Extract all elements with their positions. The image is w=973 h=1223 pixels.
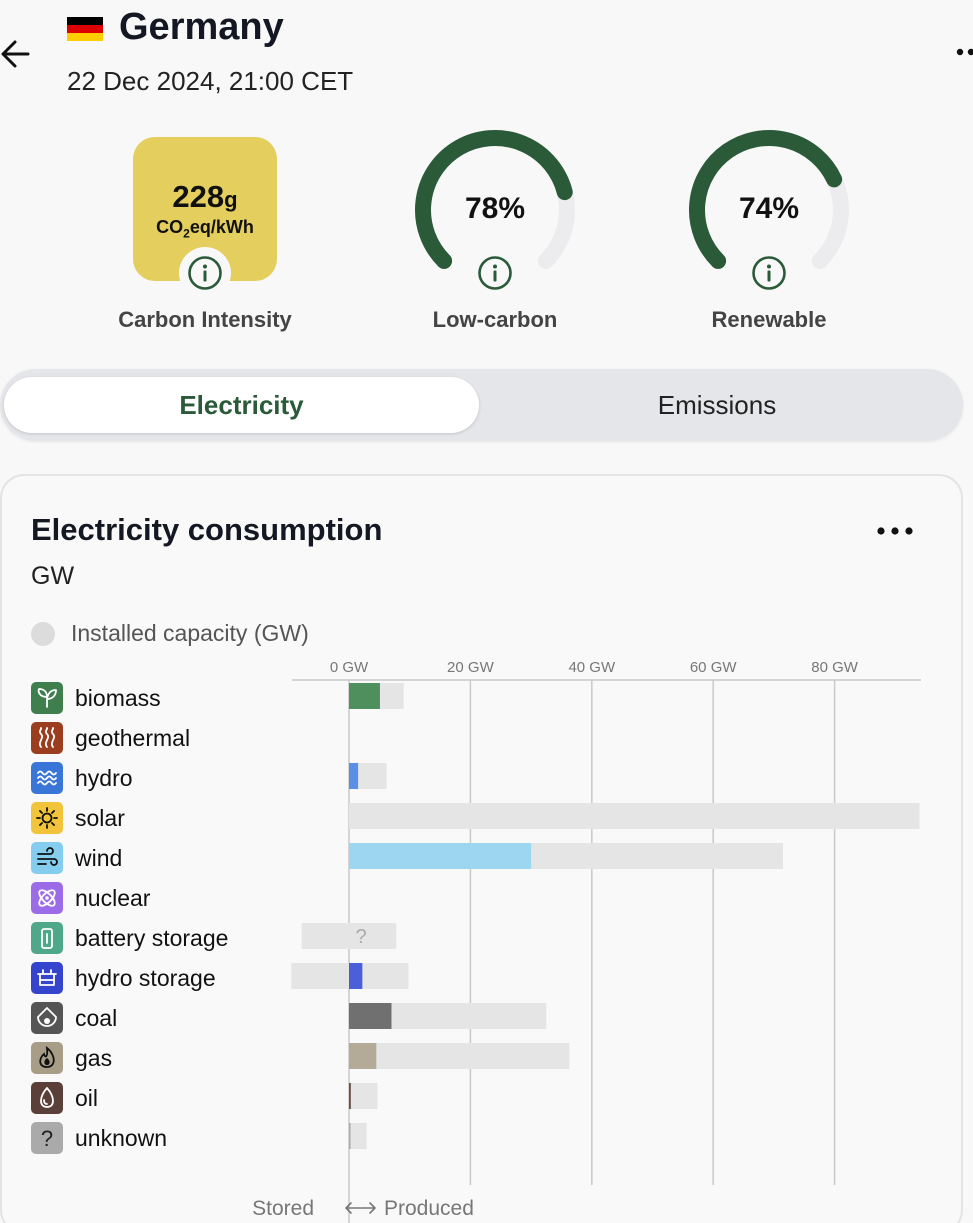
germany-flag-icon <box>67 17 103 41</box>
chart-row-unknown[interactable]: ? unknown <box>31 1122 367 1154</box>
chart-row-gas[interactable]: gas <box>31 1042 570 1074</box>
renewable-gauge-fill <box>689 130 843 269</box>
consumption-bar-chart: 0 GW 20 GW 40 GW 60 GW 80 GW biomass geotherma… <box>31 659 921 1223</box>
panel-unit: GW <box>31 562 75 590</box>
row-label: geothermal <box>75 725 190 751</box>
produced-bar <box>349 683 380 709</box>
carbon-intensity-info-button[interactable] <box>179 247 231 299</box>
heat-icon <box>31 722 63 754</box>
info-icon <box>478 256 512 290</box>
chart-row-oil[interactable]: oil <box>31 1082 378 1114</box>
row-label: nuclear <box>75 885 151 911</box>
arrow-right-icon <box>360 1202 376 1214</box>
produced-bar <box>349 843 532 869</box>
x-tick-label: 80 GW <box>811 659 859 676</box>
arrow-left-icon <box>345 1202 361 1214</box>
waves-icon <box>31 762 63 794</box>
storage-capacity-bar <box>291 963 349 989</box>
low-carbon-value: 78% <box>464 192 526 225</box>
panel-more-options-icon[interactable] <box>875 524 915 538</box>
capacity-bar <box>349 1043 570 1069</box>
coal-icon <box>31 1002 63 1034</box>
more-options-icon[interactable] <box>952 42 973 62</box>
chart-row-solar[interactable]: solar <box>31 802 920 834</box>
flame-icon <box>31 1042 63 1074</box>
installed-capacity-legend-label: Installed capacity (GW) <box>71 620 309 646</box>
carbon-intensity-label: Carbon Intensity <box>118 307 292 332</box>
capacity-bar <box>349 923 397 949</box>
panel-title: Electricity consumption <box>31 512 383 547</box>
capacity-bar <box>349 1123 367 1149</box>
low-carbon-gauge-fill <box>415 130 573 269</box>
chart-row-battery-storage[interactable]: battery storage? <box>31 922 397 954</box>
row-label: battery storage <box>75 925 228 951</box>
question-icon: ? <box>31 1122 63 1154</box>
svg-text:?: ? <box>41 1126 53 1151</box>
low-carbon-label: Low-carbon <box>432 307 558 332</box>
x-tick-label: 0 GW <box>330 659 369 676</box>
row-label: solar <box>75 805 125 831</box>
mode-tabs: Electricity Emissions <box>0 369 963 441</box>
row-label: gas <box>75 1045 112 1071</box>
chart-row-geothermal[interactable]: geothermal <box>31 722 190 754</box>
row-label: hydro <box>75 765 133 791</box>
row-label: unknown <box>75 1125 167 1151</box>
tab-electricity[interactable]: Electricity <box>4 377 479 433</box>
chart-row-nuclear[interactable]: nuclear <box>31 882 151 914</box>
chart-row-hydro[interactable]: hydro <box>31 762 387 794</box>
electricity-consumption-panel: Electricity consumption GW Installed cap… <box>0 474 963 1223</box>
chart-row-wind[interactable]: wind <box>31 842 784 874</box>
produced-bar <box>349 763 359 789</box>
leaf-icon <box>31 682 63 714</box>
back-arrow-icon[interactable] <box>0 34 30 74</box>
produced-bar <box>349 1083 351 1109</box>
x-tick-label: 40 GW <box>568 659 616 676</box>
unknown-value-marker: ? <box>356 926 367 948</box>
country-title: Germany <box>119 6 284 48</box>
produced-bar <box>349 1003 392 1029</box>
x-tick-label: 60 GW <box>690 659 738 676</box>
sun-icon <box>31 802 63 834</box>
drop-icon <box>31 1082 63 1114</box>
row-label: oil <box>75 1085 98 1111</box>
capacity-bar <box>349 803 920 829</box>
carbon-intensity-unit: CO2eq/kWh <box>156 217 254 241</box>
chart-row-hydro-storage[interactable]: hydro storage <box>31 962 409 994</box>
produced-bar <box>349 1043 377 1069</box>
capacity-bar <box>349 1083 378 1109</box>
stored-direction-label: Stored <box>252 1197 314 1220</box>
carbon-intensity-value: 228g <box>172 179 238 214</box>
row-label: hydro storage <box>75 965 216 991</box>
produced-bar <box>349 1123 351 1149</box>
storage-capacity-bar <box>301 923 349 949</box>
header: Germany 22 Dec 2024, 21:00 CET <box>0 0 973 110</box>
info-icon <box>752 256 786 290</box>
low-carbon-info-button[interactable] <box>469 247 521 299</box>
row-label: biomass <box>75 685 161 711</box>
row-label: coal <box>75 1005 117 1031</box>
renewable-label: Renewable <box>711 307 827 332</box>
produced-direction-label: Produced <box>384 1197 474 1220</box>
wind-icon <box>31 842 63 874</box>
renewable-info-button[interactable] <box>743 247 795 299</box>
produced-bar <box>349 963 363 989</box>
chart-row-coal[interactable]: coal <box>31 1002 547 1034</box>
row-label: wind <box>74 845 122 871</box>
chart-row-biomass[interactable]: biomass <box>31 682 404 714</box>
pump-icon <box>31 962 63 994</box>
renewable-gauge <box>689 130 849 269</box>
info-icon <box>188 256 222 290</box>
renewable-value: 74% <box>738 192 800 225</box>
x-tick-label: 20 GW <box>447 659 495 676</box>
tab-emissions[interactable]: Emissions <box>657 389 777 420</box>
battery-icon <box>31 922 63 954</box>
installed-capacity-legend-dot <box>31 622 55 646</box>
datetime-label: 22 Dec 2024, 21:00 CET <box>67 66 354 96</box>
atom-icon <box>31 882 63 914</box>
low-carbon-gauge <box>415 130 575 269</box>
summary-cards: 228g CO2eq/kWh Carbon Intensity 78% Low-… <box>0 120 973 350</box>
